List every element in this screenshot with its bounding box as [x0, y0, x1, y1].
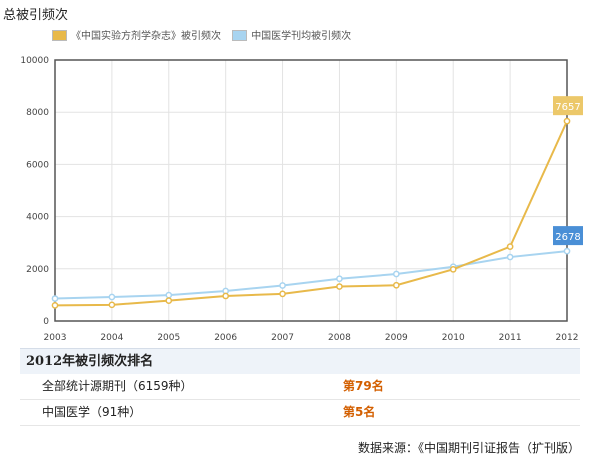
data-point: [108, 293, 116, 301]
series-line: [54, 250, 568, 300]
x-tick-label: 2009: [385, 333, 408, 343]
data-point: [165, 291, 173, 299]
data-point: [449, 265, 457, 273]
data-point: [222, 292, 230, 300]
data-label: 7657: [555, 102, 580, 113]
data-point: [279, 282, 286, 289]
x-tick-label: 2007: [271, 333, 294, 343]
data-point: [506, 243, 514, 250]
data-point: [563, 247, 571, 255]
data-point: [51, 301, 59, 309]
x-tick-label: 2005: [157, 333, 180, 343]
ranking-value: 第79名: [343, 379, 384, 393]
data-point: [336, 283, 343, 290]
data-point: [165, 297, 173, 304]
x-tick-label: 2004: [100, 333, 123, 343]
x-tick-label: 2008: [328, 333, 351, 343]
x-tick-label: 2012: [556, 333, 579, 343]
chart-legend: 《中国实验方剂学杂志》被引频次 中国医学刊均被引频次: [52, 27, 359, 42]
series-line: [54, 120, 568, 307]
line-chart: 0 2000 4000 6000 8000 10000 2003 2004 2005 2006 20…: [20, 56, 583, 343]
plot-border: [54, 59, 568, 322]
ranking-row: 中国医学（91种） 第5名: [20, 400, 580, 426]
y-tick-label: 6000: [26, 160, 49, 170]
data-label-box: [553, 96, 583, 116]
data-point: [51, 295, 59, 302]
ranking-label: 中国医学（91种）: [42, 405, 142, 419]
data-label-box: [553, 226, 583, 246]
ranking-label: 全部统计源期刊（6159种）: [42, 379, 193, 393]
legend-label-average: 中国医学刊均被引频次: [251, 31, 352, 42]
data-point: [563, 117, 571, 125]
legend-swatch-average: [232, 30, 248, 41]
y-tick-label: 10000: [20, 56, 49, 66]
x-tick-label: 2010: [442, 333, 465, 343]
y-tick-label: 8000: [26, 108, 49, 118]
data-point: [336, 275, 343, 283]
data-label: 2678: [555, 232, 580, 243]
y-tick-label: 0: [43, 317, 49, 327]
chart-title: 总被引频次: [3, 8, 69, 23]
y-tick-label: 4000: [26, 213, 49, 223]
ranking-row: 全部统计源期刊（6159种） 第79名: [20, 374, 580, 400]
ranking-section: 2012年被引频次排名 全部统计源期刊（6159种） 第79名 中国医学（91种…: [20, 348, 580, 426]
data-point: [392, 270, 400, 278]
legend-item-average[interactable]: 中国医学刊均被引频次: [232, 27, 351, 42]
ranking-title: 2012年被引频次排名: [20, 348, 580, 374]
x-tick-label: 2006: [214, 333, 237, 343]
x-tick-label: 2003: [44, 333, 67, 343]
x-tick-label: 2011: [499, 333, 522, 343]
legend-item-journal[interactable]: 《中国实验方剂学杂志》被引频次: [52, 27, 221, 42]
data-point: [392, 281, 400, 289]
legend-label-journal: 《中国实验方剂学杂志》被引频次: [71, 31, 221, 42]
data-source-note: 数据来源：《中国期刊引证报告（扩刊版）: [357, 441, 580, 455]
data-point: [279, 290, 286, 298]
y-tick-label: 2000: [26, 265, 49, 275]
legend-swatch-journal: [52, 30, 67, 41]
data-point: [108, 301, 116, 309]
data-point: [506, 253, 514, 261]
ranking-value: 第5名: [343, 405, 376, 419]
